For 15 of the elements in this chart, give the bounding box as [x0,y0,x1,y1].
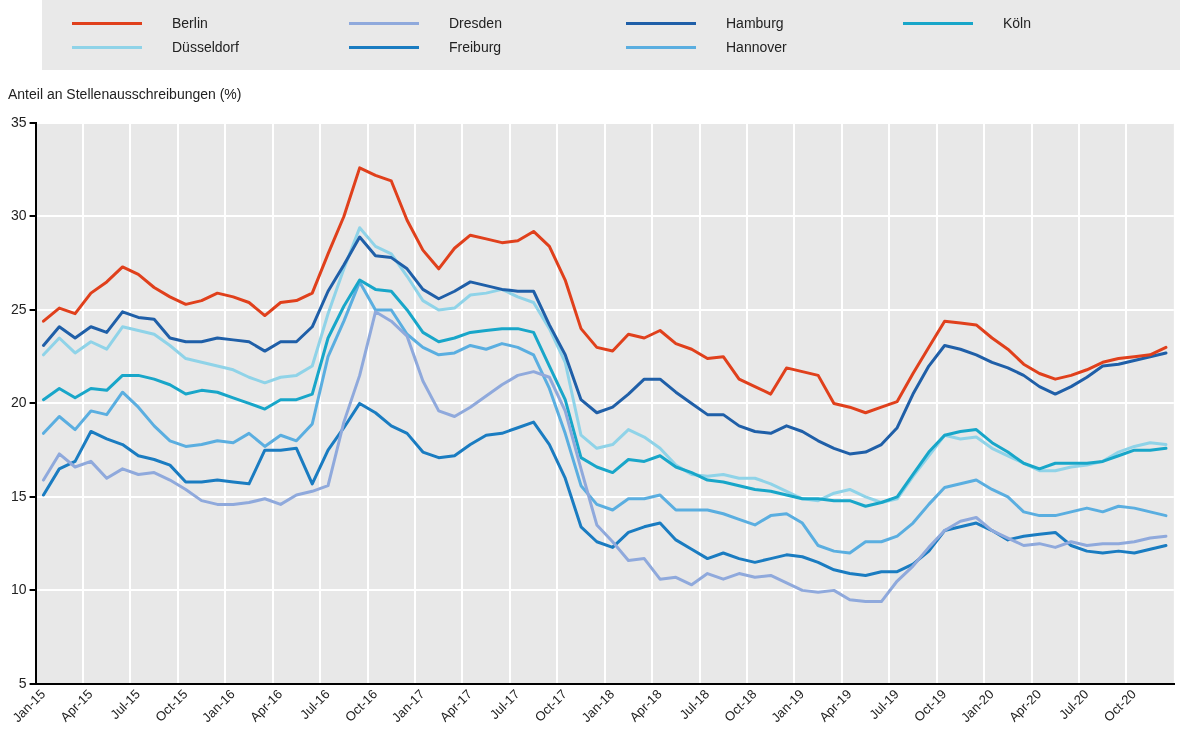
legend-label: Düsseldorf [172,39,239,55]
y-tick-label: 25 [10,300,27,317]
y-axis-title: Anteil an Stellenausschreibungen (%) [8,86,242,102]
y-tick-label: 10 [10,581,27,598]
y-tick-label: 35 [10,113,27,130]
legend-label: Freiburg [449,39,502,55]
legend-label: Köln [1003,15,1032,31]
legend-label: Berlin [172,15,208,31]
y-tick-label: 20 [10,394,27,411]
legend-label: Hannover [726,39,787,55]
y-tick-label: 15 [10,487,27,504]
legend-label: Dresden [449,15,502,31]
y-tick-label: 30 [10,207,27,224]
y-tick-label: 5 [18,674,27,691]
legend-label: Hamburg [726,15,784,31]
